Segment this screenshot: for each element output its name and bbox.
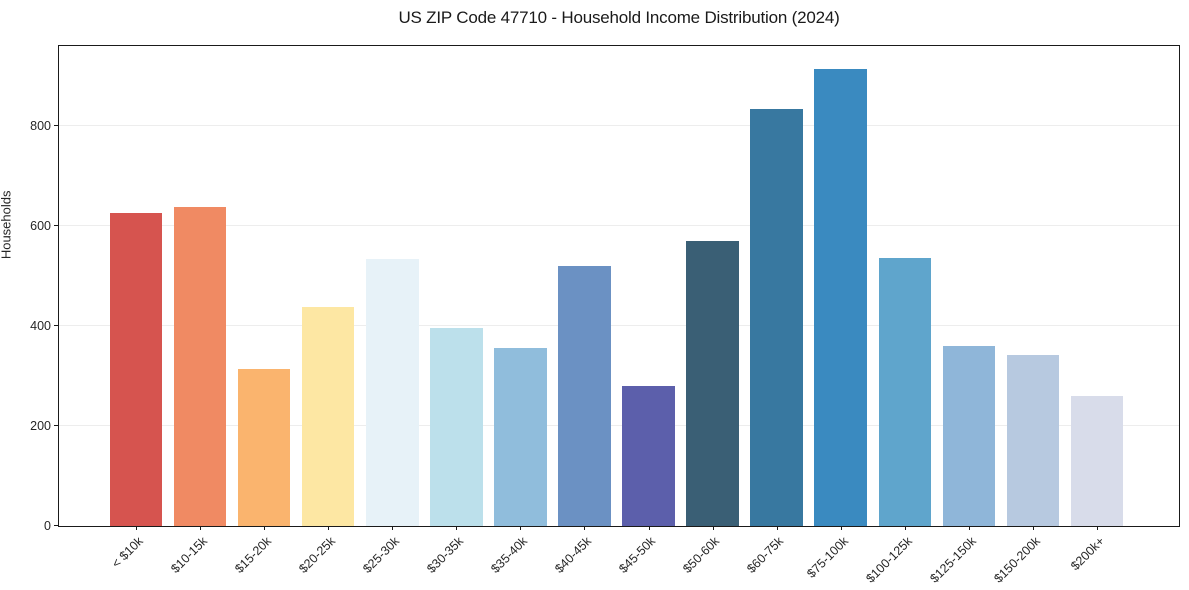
y-tick-mark — [54, 125, 58, 126]
x-tick-mark — [648, 526, 650, 530]
bar — [878, 258, 932, 526]
x-tick-mark — [840, 526, 842, 530]
x-tick-mark — [968, 526, 970, 530]
plot-area: < $10k $10-15k $15-20k $20-25k $25-30k $30-35… — [30, 45, 1180, 586]
x-tick-label: $200k+ — [1067, 534, 1107, 574]
bar-slot: $50-60k — [681, 46, 745, 576]
x-tick-label: $40-45k — [552, 534, 595, 576]
y-tick-label: 0 — [44, 519, 51, 533]
x-tick-mark — [136, 526, 138, 530]
bar — [109, 212, 163, 526]
bar — [942, 346, 996, 526]
x-tick-mark — [584, 526, 586, 530]
gridline — [59, 425, 1179, 426]
bar — [173, 206, 227, 526]
x-tick-label: $30-35k — [424, 534, 467, 576]
x-tick-label: $15-20k — [232, 534, 275, 576]
bar-slot: $25-30k — [360, 46, 424, 576]
chart-title: US ZIP Code 47710 - Household Income Dis… — [398, 8, 840, 27]
x-tick-mark — [776, 526, 778, 530]
x-tick-mark — [904, 526, 906, 530]
bar — [750, 108, 803, 526]
bars-layer: < $10k $10-15k $15-20k $20-25k $25-30k $30-35… — [104, 46, 1129, 586]
bar-slot: $60-75k — [745, 46, 809, 576]
bar-slot: $30-35k — [424, 46, 488, 576]
x-tick-mark — [392, 526, 394, 530]
bar-slot: $45-50k — [617, 46, 681, 576]
bar — [1006, 355, 1060, 526]
y-axis-label: Households — [0, 190, 14, 260]
gridline — [59, 325, 1179, 326]
x-tick-mark — [520, 526, 522, 530]
x-tick-label: < $10k — [109, 534, 146, 571]
bar-slot: $150-200k — [991, 46, 1065, 586]
bar — [366, 259, 419, 526]
y-tick-label: 200 — [30, 419, 51, 433]
x-tick-mark — [328, 526, 330, 530]
y-tick-label: 600 — [30, 219, 51, 233]
gridline — [59, 125, 1179, 126]
bar — [237, 369, 291, 526]
y-tick-mark — [54, 525, 58, 526]
x-tick-label: $25-30k — [360, 534, 403, 576]
x-tick-mark — [1096, 526, 1098, 530]
bar-slot: $35-40k — [488, 46, 552, 576]
y-tick-label: 400 — [30, 319, 51, 333]
y-tick-label: 800 — [30, 119, 51, 133]
bar — [430, 328, 483, 526]
x-tick-mark — [456, 526, 458, 530]
bar-slot: $15-20k — [232, 46, 296, 576]
bar-slot: $20-25k — [296, 46, 360, 576]
x-tick-mark — [712, 526, 714, 530]
y-tick-mark — [54, 225, 58, 226]
x-tick-mark — [264, 526, 266, 530]
bar-slot: $75-100k — [804, 46, 873, 581]
bar — [558, 265, 611, 526]
x-tick-label: $60-75k — [744, 534, 787, 576]
bar-slot: $125-150k — [927, 46, 1001, 586]
bar-slot: $200k+ — [1065, 46, 1129, 573]
x-tick-label: $50-60k — [680, 534, 723, 576]
y-tick-mark — [54, 425, 58, 426]
x-tick-label: $10-15k — [168, 534, 210, 576]
bar — [494, 348, 547, 526]
x-tick-mark — [1032, 526, 1034, 530]
x-tick-label: $45-50k — [616, 534, 659, 576]
bar — [301, 307, 355, 526]
gridline — [59, 225, 1179, 226]
x-tick-label: $125-150k — [927, 534, 979, 586]
bar-slot: $10-15k — [168, 46, 232, 576]
bar-slot: $40-45k — [552, 46, 616, 576]
bar — [814, 68, 867, 526]
x-tick-label: $20-25k — [296, 534, 339, 576]
bar-slot: < $10k — [104, 46, 168, 571]
bar — [686, 240, 739, 526]
x-tick-label: $100-125k — [863, 534, 915, 586]
y-tick-mark — [54, 325, 58, 326]
x-tick-label: $35-40k — [488, 534, 531, 576]
x-tick-mark — [200, 526, 202, 530]
bar — [622, 386, 675, 526]
bar-slot: $100-125k — [863, 46, 937, 586]
bar — [1070, 395, 1124, 526]
x-tick-label: $150-200k — [991, 534, 1043, 586]
x-tick-label: $75-100k — [803, 534, 851, 581]
